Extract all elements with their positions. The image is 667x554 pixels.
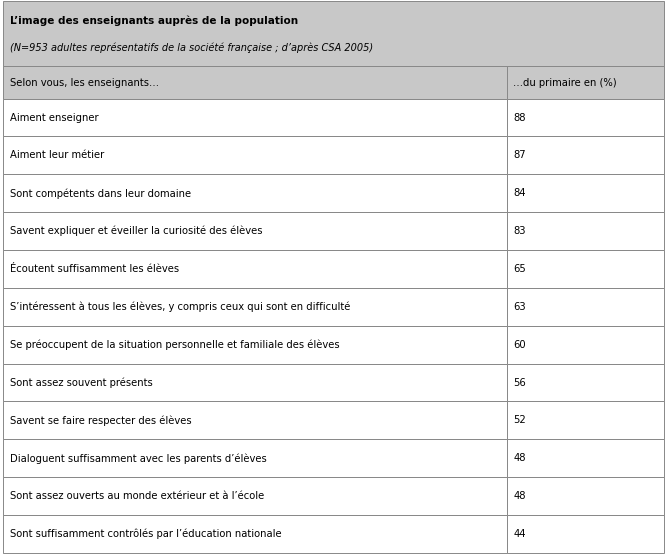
Bar — [506, 439, 664, 477]
Text: Écoutent suffisamment les élèves: Écoutent suffisamment les élèves — [10, 264, 179, 274]
Text: 63: 63 — [513, 302, 526, 312]
Bar — [506, 402, 664, 439]
Text: Dialoguent suffisamment avec les parents d’élèves: Dialoguent suffisamment avec les parents… — [10, 453, 267, 464]
Bar — [3, 1, 664, 66]
Bar — [3, 288, 506, 326]
Text: 60: 60 — [513, 340, 526, 350]
Text: Se préoccupent de la situation personnelle et familiale des élèves: Se préoccupent de la situation personnel… — [10, 340, 340, 350]
Text: 88: 88 — [513, 112, 526, 122]
Text: 83: 83 — [513, 226, 526, 236]
Bar — [506, 326, 664, 363]
Bar — [506, 288, 664, 326]
Bar — [3, 477, 506, 515]
Bar — [506, 175, 664, 212]
Bar — [506, 66, 664, 99]
Bar — [506, 363, 664, 402]
Text: 48: 48 — [513, 491, 526, 501]
Bar — [3, 99, 506, 136]
Text: 44: 44 — [513, 529, 526, 539]
Bar — [506, 99, 664, 136]
Bar — [3, 136, 506, 175]
Text: Sont compétents dans leur domaine: Sont compétents dans leur domaine — [10, 188, 191, 198]
Text: Sont assez souvent présents: Sont assez souvent présents — [10, 377, 153, 388]
Text: (N=953 adultes représentatifs de la société française ; d’après CSA 2005): (N=953 adultes représentatifs de la soci… — [10, 43, 373, 53]
Bar — [506, 515, 664, 553]
Bar — [506, 477, 664, 515]
Bar — [506, 136, 664, 175]
Bar — [3, 439, 506, 477]
Text: Savent expliquer et éveiller la curiosité des élèves: Savent expliquer et éveiller la curiosit… — [10, 226, 263, 237]
Text: 87: 87 — [513, 150, 526, 161]
Text: 52: 52 — [513, 416, 526, 425]
Text: 48: 48 — [513, 453, 526, 463]
Bar — [3, 326, 506, 363]
Text: 84: 84 — [513, 188, 526, 198]
Text: Selon vous, les enseignants…: Selon vous, les enseignants… — [10, 78, 159, 88]
Text: Aiment enseigner: Aiment enseigner — [10, 112, 99, 122]
Text: S’intéressent à tous les élèves, y compris ceux qui sont en difficulté: S’intéressent à tous les élèves, y compr… — [10, 301, 350, 312]
Text: Sont suffisamment contrôlés par l’éducation nationale: Sont suffisamment contrôlés par l’éducat… — [10, 529, 281, 539]
Bar — [506, 250, 664, 288]
Bar — [3, 250, 506, 288]
Bar — [3, 363, 506, 402]
Bar — [506, 212, 664, 250]
Bar — [3, 175, 506, 212]
Text: Savent se faire respecter des élèves: Savent se faire respecter des élèves — [10, 415, 191, 425]
Text: Sont assez ouverts au monde extérieur et à l’école: Sont assez ouverts au monde extérieur et… — [10, 491, 264, 501]
Bar — [3, 515, 506, 553]
Text: …du primaire en (%): …du primaire en (%) — [513, 78, 617, 88]
Text: Aiment leur métier: Aiment leur métier — [10, 150, 104, 161]
Text: 56: 56 — [513, 377, 526, 388]
Bar — [3, 212, 506, 250]
Bar — [3, 66, 506, 99]
Bar — [3, 402, 506, 439]
Text: L’image des enseignants auprès de la population: L’image des enseignants auprès de la pop… — [10, 16, 298, 26]
Text: 65: 65 — [513, 264, 526, 274]
